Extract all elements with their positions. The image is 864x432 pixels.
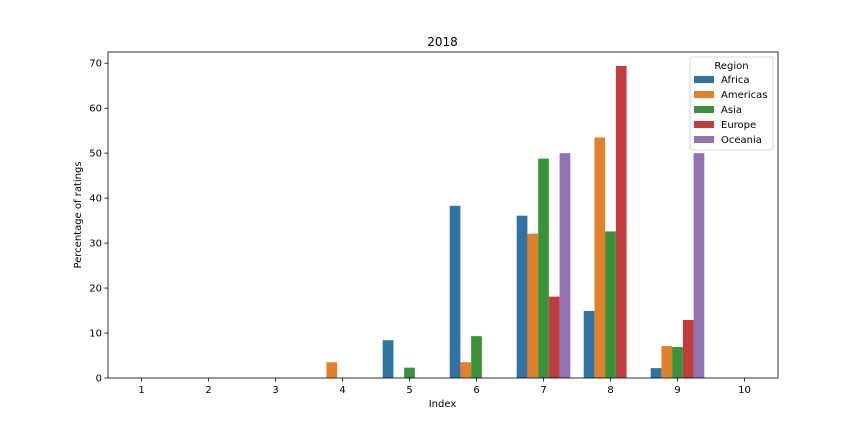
legend-swatch-africa <box>694 76 714 83</box>
bar-americas-4 <box>326 362 338 378</box>
legend: Region Africa Americas Asia Europe Oceania <box>689 56 774 151</box>
bar-africa-8 <box>583 311 595 378</box>
y-tick-label: 20 <box>89 284 102 295</box>
axes-frame <box>107 51 779 379</box>
bar-africa-7 <box>516 215 528 378</box>
bar-americas-9 <box>661 346 673 378</box>
legend-label-africa: Africa <box>721 75 750 86</box>
x-tick-label: 6 <box>473 385 479 396</box>
bar-americas-7 <box>527 233 539 378</box>
bar-africa-6 <box>449 205 461 378</box>
bar-asia-8 <box>605 231 616 378</box>
legend-swatch-oceania <box>694 136 714 143</box>
legend-label-europe: Europe <box>721 120 756 131</box>
x-tick-label: 8 <box>607 385 613 396</box>
y-tick-label: 0 <box>96 374 102 385</box>
bar-africa-9 <box>650 368 662 378</box>
bar-europe-7 <box>548 296 560 378</box>
bar-asia-6 <box>471 336 482 378</box>
x-tick-label: 3 <box>272 385 278 396</box>
y-tick-label: 40 <box>89 194 102 205</box>
bar-oceania-9 <box>693 153 705 378</box>
chart-title: 2018 <box>427 35 458 49</box>
legend-swatch-asia <box>694 106 714 113</box>
y-tick-label: 30 <box>89 239 102 250</box>
legend-label-americas: Americas <box>721 90 767 101</box>
bar-europe-8 <box>615 65 627 379</box>
bar-oceania-7 <box>559 153 571 378</box>
x-tick-label: 4 <box>339 385 345 396</box>
x-tick-label: 10 <box>738 385 751 396</box>
bar-africa-5 <box>382 340 394 378</box>
x-tick-label: 7 <box>540 385 546 396</box>
bar-americas-6 <box>460 362 472 378</box>
legend-label-asia: Asia <box>721 105 742 116</box>
x-axis-label: Index <box>429 399 457 410</box>
x-tick-label: 2 <box>205 385 211 396</box>
legend-label-oceania: Oceania <box>721 135 762 146</box>
x-tick-label: 9 <box>674 385 680 396</box>
bar-europe-9 <box>682 319 694 378</box>
bar-americas-8 <box>594 137 606 378</box>
y-axis-label: Percentage of ratings <box>73 161 84 268</box>
x-tick-label: 1 <box>138 385 144 396</box>
legend-swatch-americas <box>694 91 714 98</box>
y-tick-label: 70 <box>89 59 102 70</box>
y-tick-label: 60 <box>89 104 102 115</box>
y-tick-label: 50 <box>89 149 102 160</box>
bar-asia-7 <box>538 158 549 378</box>
y-tick-label: 10 <box>89 329 102 340</box>
bar-asia-9 <box>672 346 683 378</box>
x-tick-label: 5 <box>406 385 412 396</box>
plot-area: 1 2 3 4 5 6 7 8 9 10 0 10 20 30 40 50 60 70 <box>89 51 779 396</box>
bar-asia-5 <box>404 367 415 378</box>
legend-swatch-europe <box>694 121 714 128</box>
legend-title: Region <box>714 61 748 72</box>
